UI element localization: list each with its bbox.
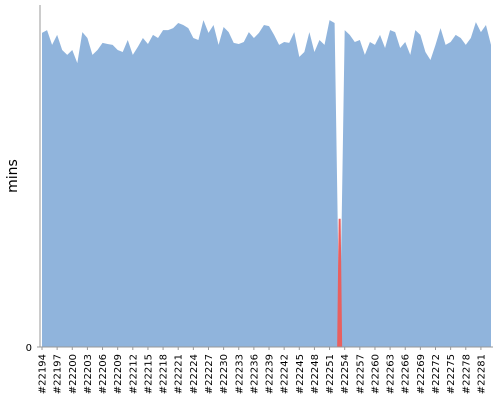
- x-tick-label: #22269: [416, 354, 427, 394]
- failed-spike: [337, 218, 343, 347]
- x-tick-label: #22224: [189, 354, 200, 394]
- x-tick-label: #22257: [355, 354, 366, 394]
- area: [42, 20, 491, 347]
- x-tick-label: #22245: [295, 354, 306, 394]
- x-tick-label: #22236: [249, 354, 260, 394]
- y-axis-label: mins: [5, 159, 21, 193]
- x-tick-label: #22206: [98, 354, 109, 394]
- x-tick-label: #22233: [234, 354, 245, 394]
- x-tick-label: #22278: [461, 354, 472, 394]
- x-tick-label: #22209: [113, 354, 124, 394]
- x-tick-label: #22254: [340, 354, 351, 394]
- x-tick-label: #22194: [38, 354, 49, 394]
- x-tick-label: #22212: [128, 354, 139, 394]
- x-tick-label: #22227: [204, 354, 215, 394]
- x-tick-label: #22200: [68, 354, 79, 394]
- x-tick-label: #22218: [159, 354, 170, 394]
- x-tick-label: #22215: [143, 354, 154, 394]
- x-tick-label: #22272: [431, 354, 442, 394]
- x-tick-label: #22242: [280, 354, 291, 394]
- x-tick-label: #22275: [446, 354, 457, 394]
- x-tick-label: #22221: [174, 354, 185, 394]
- x-tick-label: #22197: [53, 354, 64, 394]
- x-tick-label: #22248: [310, 354, 321, 394]
- x-tick-label: #22251: [325, 354, 336, 394]
- x-tick-label: #22263: [386, 354, 397, 394]
- y-tick-label: 0: [26, 343, 32, 354]
- x-tick-label: #22281: [476, 354, 487, 394]
- x-tick-label: #22230: [219, 354, 230, 394]
- x-tick-label: #22203: [83, 354, 94, 394]
- x-tick-label: #22266: [401, 354, 412, 394]
- x-tick-label: #22260: [370, 354, 381, 394]
- x-tick-label: #22239: [265, 354, 276, 394]
